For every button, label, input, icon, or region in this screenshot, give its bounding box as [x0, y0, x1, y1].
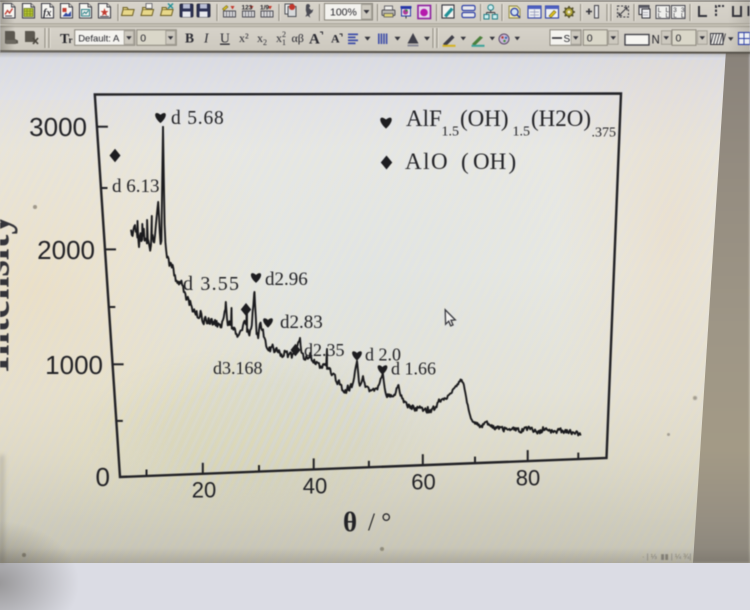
svg-text:A: A — [309, 32, 320, 48]
svg-text:d 6.13: d 6.13 — [112, 176, 160, 197]
svg-text:40: 40 — [303, 474, 327, 499]
svg-text:fx: fx — [43, 8, 51, 19]
svg-text:2: 2 — [263, 38, 267, 47]
svg-text:d 3.55: d 3.55 — [183, 273, 240, 295]
svg-text:0: 0 — [140, 33, 146, 45]
svg-text:d3.168: d3.168 — [213, 358, 263, 378]
svg-text:80: 80 — [516, 466, 540, 491]
svg-text:αβ: αβ — [292, 31, 304, 45]
svg-text:3000: 3000 — [29, 112, 87, 142]
svg-text:123: 123 — [242, 5, 253, 12]
svg-text:N: N — [652, 35, 660, 47]
svg-text:B: B — [185, 31, 194, 46]
svg-text:2000: 2000 — [37, 235, 95, 265]
svg-text:d 5.68: d 5.68 — [171, 108, 225, 129]
svg-text:Intensity: Intensity — [0, 214, 19, 373]
svg-text:r: r — [69, 35, 73, 45]
svg-text:1: 1 — [282, 38, 286, 47]
svg-text:S: S — [564, 34, 571, 45]
svg-text:A: A — [331, 32, 340, 46]
svg-text:1/9: 1/9 — [260, 5, 269, 12]
svg-text:0: 0 — [96, 462, 110, 492]
svg-text:d2.83: d2.83 — [280, 312, 323, 333]
svg-text:U: U — [220, 31, 230, 46]
svg-text:AlF1.5(OH)1.5(H2O).375: AlF1.5(OH)1.5(H2O).375 — [406, 106, 616, 141]
svg-text:x²: x² — [239, 31, 249, 45]
svg-text:0: 0 — [587, 33, 593, 45]
svg-text:20: 20 — [192, 478, 216, 503]
svg-text:d2.35: d2.35 — [304, 340, 345, 360]
svg-text:2: 2 — [282, 30, 286, 39]
svg-text:0: 0 — [676, 33, 682, 45]
svg-text:60: 60 — [411, 470, 435, 495]
svg-text:d2.96: d2.96 — [265, 269, 308, 290]
svg-text:L L: L L — [673, 13, 685, 20]
svg-text:L L: L L — [658, 13, 670, 20]
svg-text:Default: A: Default: A — [78, 34, 120, 45]
svg-text:d 1.66: d 1.66 — [391, 359, 436, 379]
svg-text:θ: θ — [343, 507, 357, 537]
svg-text:AlO(OH): AlO(OH) — [405, 149, 516, 174]
svg-text:1000: 1000 — [45, 350, 103, 380]
svg-text:/ °: / ° — [368, 509, 391, 536]
svg-text:100%: 100% — [330, 7, 357, 19]
